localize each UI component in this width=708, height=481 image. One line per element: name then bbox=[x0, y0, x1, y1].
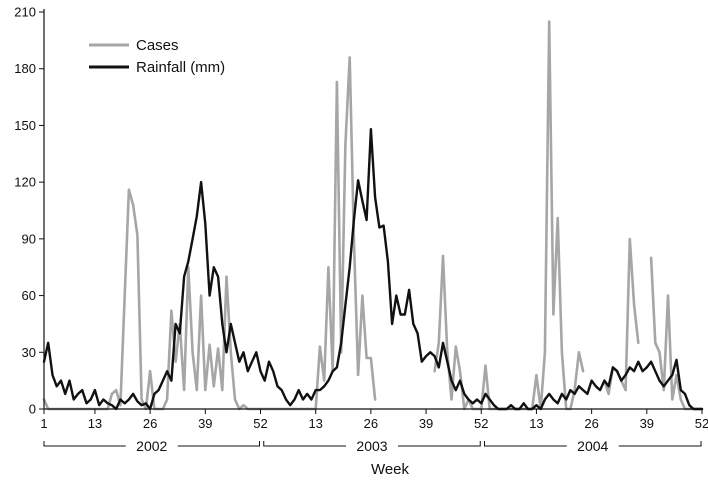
y-tick-label: 30 bbox=[22, 345, 36, 360]
y-tick-label: 60 bbox=[22, 288, 36, 303]
year-bracket-right bbox=[398, 441, 481, 447]
rainfall-series-line bbox=[42, 127, 704, 411]
x-axis-title: Week bbox=[371, 461, 410, 478]
axes: 0 30 60 90 120 150 180 210 1 13 26 39 52 13 26 39 52 13 26… bbox=[14, 5, 708, 455]
year-label: 2003 bbox=[356, 438, 387, 454]
year-bracket: 2003 bbox=[263, 438, 481, 454]
y-tick-label: 180 bbox=[14, 61, 36, 76]
y-tick-label: 0 bbox=[29, 402, 36, 417]
x-tick-label: 26 bbox=[143, 416, 157, 431]
year-bracket-left bbox=[483, 441, 567, 447]
x-tick-label: 1 bbox=[40, 416, 47, 431]
x-tick-label: 39 bbox=[198, 416, 212, 431]
legend: Cases Rainfall (mm) bbox=[89, 37, 225, 76]
x-tick-label: 52 bbox=[695, 416, 708, 431]
year-bracket: 2002 bbox=[43, 438, 261, 454]
x-tick-label: 13 bbox=[88, 416, 102, 431]
x-tick-label: 39 bbox=[419, 416, 433, 431]
legend-label-cases: Cases bbox=[136, 37, 179, 54]
x-tick-label: 13 bbox=[529, 416, 543, 431]
y-tick-label: 120 bbox=[14, 175, 36, 190]
legend-label-rainfall: Rainfall (mm) bbox=[136, 59, 225, 76]
x-tick-label: 52 bbox=[253, 416, 267, 431]
cases-series-line bbox=[433, 20, 585, 411]
y-tick-label: 210 bbox=[14, 5, 36, 20]
year-bracket-left bbox=[43, 441, 126, 447]
year-bracket-right bbox=[618, 441, 702, 447]
year-bracket: 2004 bbox=[483, 438, 702, 454]
year-label: 2004 bbox=[577, 438, 608, 454]
x-tick-label: 26 bbox=[364, 416, 378, 431]
cases-series-line bbox=[42, 56, 377, 411]
year-bracket-left bbox=[263, 441, 346, 447]
x-tick-label: 39 bbox=[640, 416, 654, 431]
year-bracket-right bbox=[177, 441, 261, 447]
x-tick-label: 26 bbox=[584, 416, 598, 431]
cases-series-line bbox=[649, 256, 704, 411]
plot-lines bbox=[42, 20, 704, 411]
x-tick-label: 13 bbox=[308, 416, 322, 431]
year-label: 2002 bbox=[136, 438, 167, 454]
y-tick-label: 150 bbox=[14, 118, 36, 133]
x-tick-label: 52 bbox=[474, 416, 488, 431]
y-tick-label: 90 bbox=[22, 231, 36, 246]
